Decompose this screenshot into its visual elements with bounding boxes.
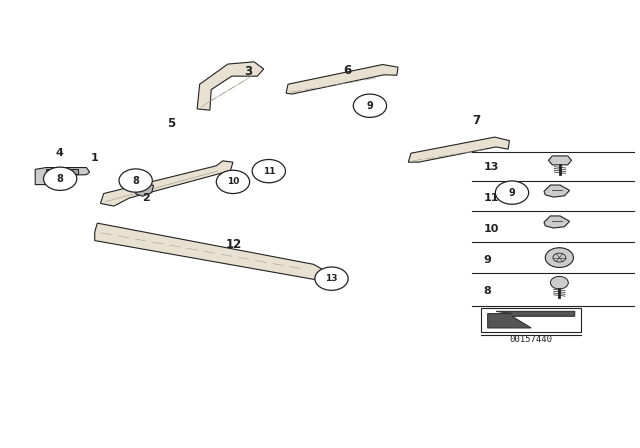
Text: 8: 8 [483, 286, 491, 296]
Text: 5: 5 [168, 117, 175, 130]
Polygon shape [544, 185, 570, 197]
Circle shape [315, 267, 348, 290]
Circle shape [353, 94, 387, 117]
Text: 13: 13 [325, 274, 338, 283]
Polygon shape [100, 161, 233, 206]
Text: 7: 7 [473, 113, 481, 127]
Circle shape [545, 248, 573, 267]
Text: 8: 8 [132, 176, 139, 185]
Text: 10: 10 [483, 224, 499, 234]
Circle shape [216, 170, 250, 194]
Text: 6: 6 [343, 64, 351, 77]
Text: 8: 8 [57, 174, 63, 184]
Text: 13: 13 [483, 162, 499, 172]
Polygon shape [136, 183, 154, 196]
Polygon shape [35, 168, 90, 185]
Polygon shape [481, 308, 581, 332]
Text: 3: 3 [244, 65, 252, 78]
Text: 12: 12 [225, 237, 242, 251]
Text: 9: 9 [483, 255, 491, 265]
Circle shape [252, 159, 285, 183]
Circle shape [495, 181, 529, 204]
Text: 00157440: 00157440 [509, 335, 553, 344]
Polygon shape [46, 169, 78, 174]
Polygon shape [488, 311, 575, 328]
Text: 1: 1 [91, 153, 99, 163]
Polygon shape [286, 65, 398, 94]
Polygon shape [408, 137, 509, 162]
Polygon shape [95, 223, 328, 281]
Circle shape [119, 169, 152, 192]
Polygon shape [548, 156, 572, 165]
Polygon shape [544, 216, 570, 228]
Text: 4: 4 [56, 148, 63, 158]
Text: 9: 9 [509, 188, 515, 198]
Polygon shape [197, 62, 264, 110]
Text: 2: 2 [142, 194, 150, 203]
Circle shape [44, 167, 77, 190]
Circle shape [550, 276, 568, 289]
Text: 11: 11 [483, 193, 499, 203]
Text: 11: 11 [262, 167, 275, 176]
Text: 9: 9 [367, 101, 373, 111]
Text: 10: 10 [227, 177, 239, 186]
